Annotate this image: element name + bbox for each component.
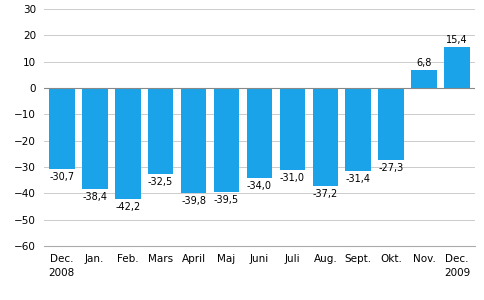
Bar — [279, 88, 304, 170]
Bar — [246, 88, 272, 178]
Bar — [148, 88, 173, 174]
Text: -30,7: -30,7 — [49, 172, 74, 182]
Text: 6,8: 6,8 — [416, 58, 431, 68]
Text: -39,8: -39,8 — [181, 196, 206, 206]
Bar — [410, 70, 436, 88]
Text: -32,5: -32,5 — [148, 177, 173, 187]
Text: -42,2: -42,2 — [115, 202, 140, 212]
Text: 2009: 2009 — [443, 268, 469, 278]
Text: -37,2: -37,2 — [312, 189, 337, 199]
Bar — [181, 88, 206, 193]
Bar — [213, 88, 239, 192]
Bar — [345, 88, 370, 171]
Text: 15,4: 15,4 — [445, 35, 467, 45]
Bar — [312, 88, 337, 186]
Bar — [82, 88, 107, 189]
Text: -38,4: -38,4 — [82, 192, 107, 202]
Bar — [115, 88, 140, 199]
Text: -31,0: -31,0 — [279, 173, 304, 183]
Bar — [378, 88, 403, 160]
Text: 2008: 2008 — [48, 268, 75, 278]
Bar — [49, 88, 75, 169]
Text: -39,5: -39,5 — [213, 195, 239, 205]
Text: -34,0: -34,0 — [246, 181, 272, 191]
Text: -27,3: -27,3 — [378, 163, 403, 173]
Bar — [443, 47, 469, 88]
Text: -31,4: -31,4 — [345, 174, 370, 184]
